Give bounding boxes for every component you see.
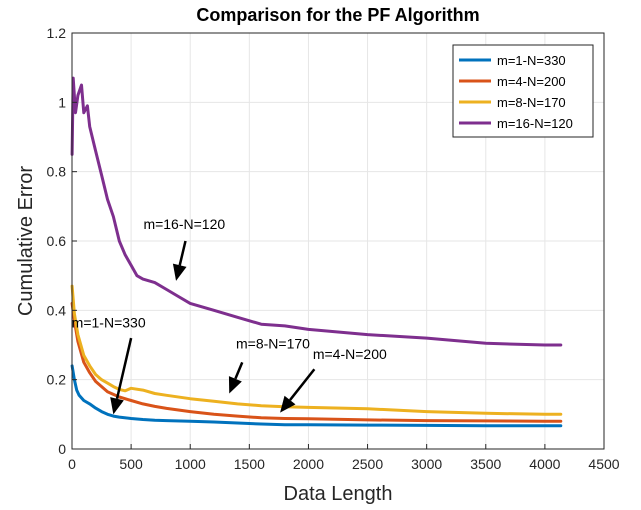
annotation-arrow-head <box>280 395 296 413</box>
annotation-arrow-shaft <box>115 337 133 400</box>
annotation-label: m=4-N=200 <box>313 346 387 362</box>
legend: m=1-N=330 m=4-N=200 m=8-N=170 m=16-N=120 <box>452 44 594 138</box>
annotation-arrow-shaft <box>289 368 316 401</box>
x-tick-label: 0 <box>68 456 76 472</box>
series-line-m=16-N=120 <box>70 76 563 347</box>
series-line-m=4-N=200 <box>70 301 563 423</box>
annotation-label: m=1-N=330 <box>72 315 146 331</box>
y-tick-label: 1 <box>58 94 66 110</box>
x-tick-label: 4500 <box>588 456 619 472</box>
series-line-m=8-N=170 <box>70 284 563 416</box>
chart-title: Comparison for the PF Algorithm <box>196 5 479 25</box>
x-tick-label: 3500 <box>470 456 501 472</box>
x-tick-label: 1500 <box>234 456 265 472</box>
y-tick-label: 0.6 <box>47 233 67 249</box>
annotation-label: m=8-N=170 <box>236 335 310 351</box>
x-axis-label: Data Length <box>284 483 393 505</box>
ticks: 0 500 1000 1500 2000 2500 3000 3500 4000 4500 0 0.2… <box>47 25 620 472</box>
legend-label: m=1-N=330 <box>497 53 566 68</box>
legend-label: m=16-N=120 <box>497 116 573 131</box>
y-tick-label: 0.8 <box>47 164 67 180</box>
annotation-arrow-head <box>228 376 242 394</box>
y-tick-label: 1.2 <box>47 25 67 41</box>
x-tick-label: 2000 <box>293 456 324 472</box>
y-axis-label: Cumulative Error <box>15 166 37 316</box>
x-tick-label: 2500 <box>352 456 383 472</box>
x-tick-label: 1000 <box>175 456 206 472</box>
annotation-label: m=16-N=120 <box>143 216 225 232</box>
legend-label: m=8-N=170 <box>497 95 566 110</box>
x-tick-label: 500 <box>119 456 143 472</box>
series-layer <box>70 76 563 428</box>
legend-label: m=4-N=200 <box>497 74 566 89</box>
series-line-m=1-N=330 <box>70 364 563 428</box>
x-tick-label: 4000 <box>529 456 560 472</box>
y-tick-label: 0.2 <box>47 372 67 388</box>
annotation-arrow-shaft <box>234 361 244 380</box>
annotation-arrow-shaft <box>178 240 187 266</box>
x-tick-label: 3000 <box>411 456 442 472</box>
y-tick-label: 0 <box>58 441 66 457</box>
y-tick-label: 0.4 <box>47 302 67 318</box>
annotation-arrow-head <box>172 263 187 281</box>
annotation-arrow-head <box>110 397 124 415</box>
